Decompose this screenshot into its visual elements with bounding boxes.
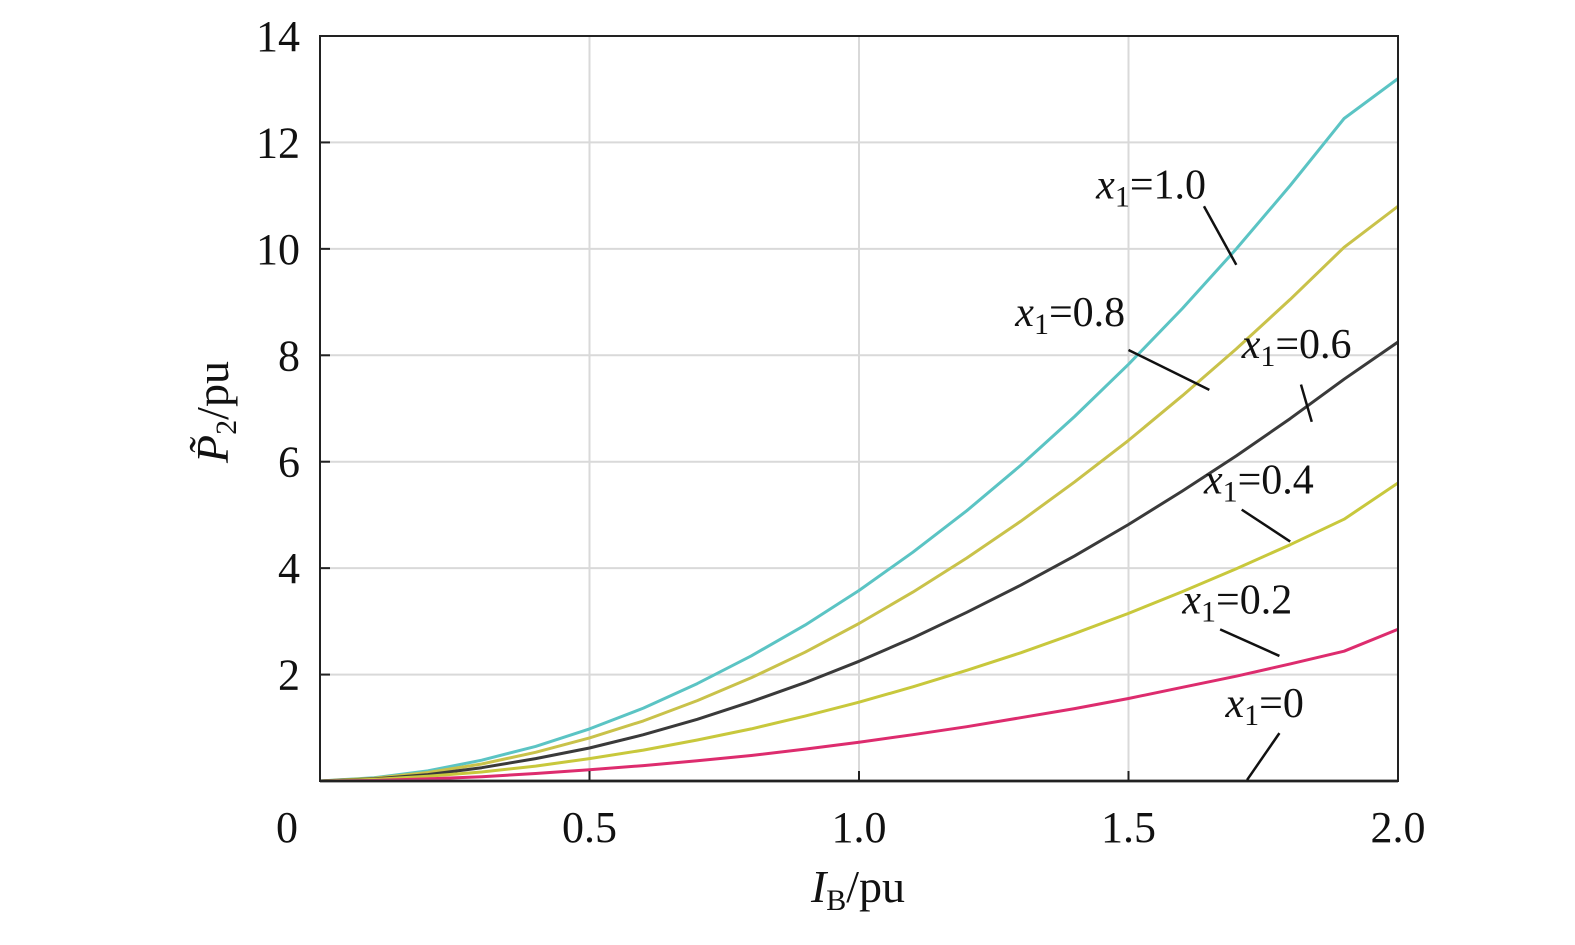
curve-label: x1=0.4 <box>1203 458 1314 509</box>
x-axis-title-sub: B <box>826 884 846 917</box>
x-axis-title-unit: /pu <box>846 861 905 912</box>
curve-label-leader <box>1241 508 1291 543</box>
curve-label: x1=0.2 <box>1181 577 1292 628</box>
x-tick-label: 1.5 <box>1101 803 1156 852</box>
gridlines <box>320 36 1398 781</box>
y-tick-labels: 2 4 6 8 10 12 14 <box>256 12 300 700</box>
curve-label: x1=1.0 <box>1095 162 1206 213</box>
y-axis-title-sub: 2 <box>210 420 243 435</box>
curve-label-leader <box>1299 384 1313 423</box>
series-line-3 <box>319 481 1399 783</box>
x-tick-label: 1.0 <box>832 803 887 852</box>
curve-label: x1=0 <box>1225 681 1304 732</box>
curve-label-leader <box>1219 628 1280 658</box>
plot-frame <box>319 35 1399 782</box>
y-axis-title: P̃2/pu <box>187 361 243 464</box>
curve-label-leader <box>1202 205 1238 266</box>
y-tick-label: 14 <box>256 12 300 61</box>
x-axis-title-var: I <box>810 861 829 912</box>
y-tick-label: 10 <box>256 225 300 274</box>
x-axis-title: IB/pu <box>810 861 905 917</box>
x-tick-labels: 0.5 1.0 1.5 2.0 <box>562 803 1426 852</box>
y-tick-label: 8 <box>278 331 300 380</box>
series-line-0 <box>319 77 1399 783</box>
origin-label: 0 <box>276 803 298 852</box>
series-line-4 <box>319 627 1399 783</box>
x-tick-label: 0.5 <box>562 803 617 852</box>
series-line-2 <box>319 340 1399 783</box>
curve-labels: x1=1.0 x1=0.8 x1=0.6 x1=0.4 x1=0.2 x1=0 <box>1014 162 1352 781</box>
y-tick-label: 2 <box>278 651 300 700</box>
curve-label-leader <box>1127 348 1210 391</box>
curve-label: x1=0.8 <box>1014 290 1125 341</box>
y-tick-label: 6 <box>278 438 300 487</box>
y-tick-label: 12 <box>256 118 300 167</box>
x-tick-label: 2.0 <box>1371 803 1426 852</box>
curve-label-leader <box>1246 732 1281 781</box>
curve-label: x1=0.6 <box>1241 322 1352 373</box>
y-tick-label: 4 <box>278 544 300 593</box>
y-axis-title-unit: /pu <box>187 361 238 420</box>
series-line-1 <box>319 205 1399 783</box>
y-axis-title-var: P̃ <box>187 435 238 464</box>
